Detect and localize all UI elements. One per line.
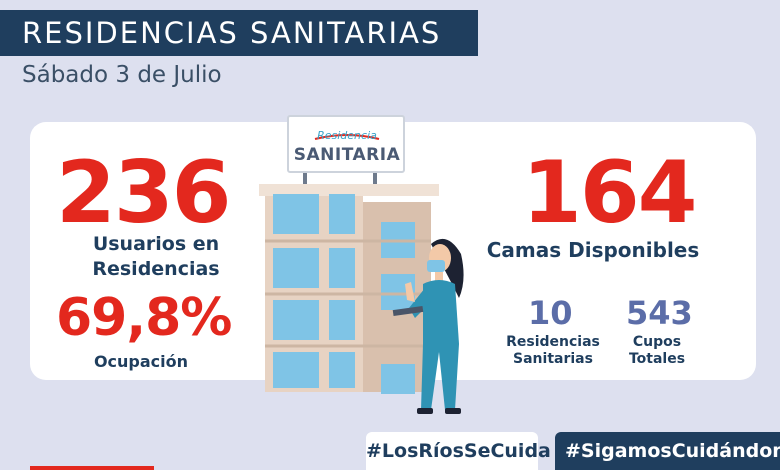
hashtag-sigamos: #SigamosCuidándonos xyxy=(555,432,780,470)
sign-post-right xyxy=(373,170,377,184)
residence-sign-board xyxy=(287,115,405,173)
total-slots-label: Cupos Totales xyxy=(612,334,702,368)
sign-swoosh xyxy=(314,134,380,140)
total-slots-label-line-2: Totales xyxy=(628,351,686,367)
users-label-line-1: Usuarios en xyxy=(92,233,220,255)
total-slots-count: 543 xyxy=(626,294,693,332)
sign-post-left xyxy=(303,170,307,184)
users-label-line-2: Residencias xyxy=(92,258,220,280)
building-roof xyxy=(259,184,439,196)
residence-building-illustration xyxy=(259,115,464,414)
date-subtitle: Sábado 3 de Julio xyxy=(22,62,222,88)
sign-text-residencia: Residencia xyxy=(317,129,377,142)
occupancy-label: Ocupación xyxy=(93,352,189,371)
hashtag-los-rios: #LosRíosSeCuida xyxy=(366,432,551,470)
total-slots-label-line-1: Cupos xyxy=(632,334,682,350)
bottom-red-stripe xyxy=(30,466,154,470)
users-label: Usuarios en Residencias xyxy=(56,232,256,282)
available-beds-count: 164 xyxy=(522,143,698,243)
building-floor-lines xyxy=(265,239,431,348)
page-title: RESIDENCIAS SANITARIAS xyxy=(0,10,478,56)
users-count: 236 xyxy=(56,143,232,243)
nurse-figure xyxy=(392,238,464,414)
residences-count: 10 xyxy=(528,294,573,332)
occupancy-percent: 69,8% xyxy=(56,288,232,348)
sign-text-sanitaria: SANITARIA xyxy=(293,145,401,165)
residences-label-line-2: Sanitarias xyxy=(513,351,593,367)
residences-label: Residencias Sanitarias xyxy=(503,334,603,368)
residences-label-line-1: Residencias xyxy=(506,334,600,350)
available-beds-label: Camas Disponibles xyxy=(486,238,700,262)
